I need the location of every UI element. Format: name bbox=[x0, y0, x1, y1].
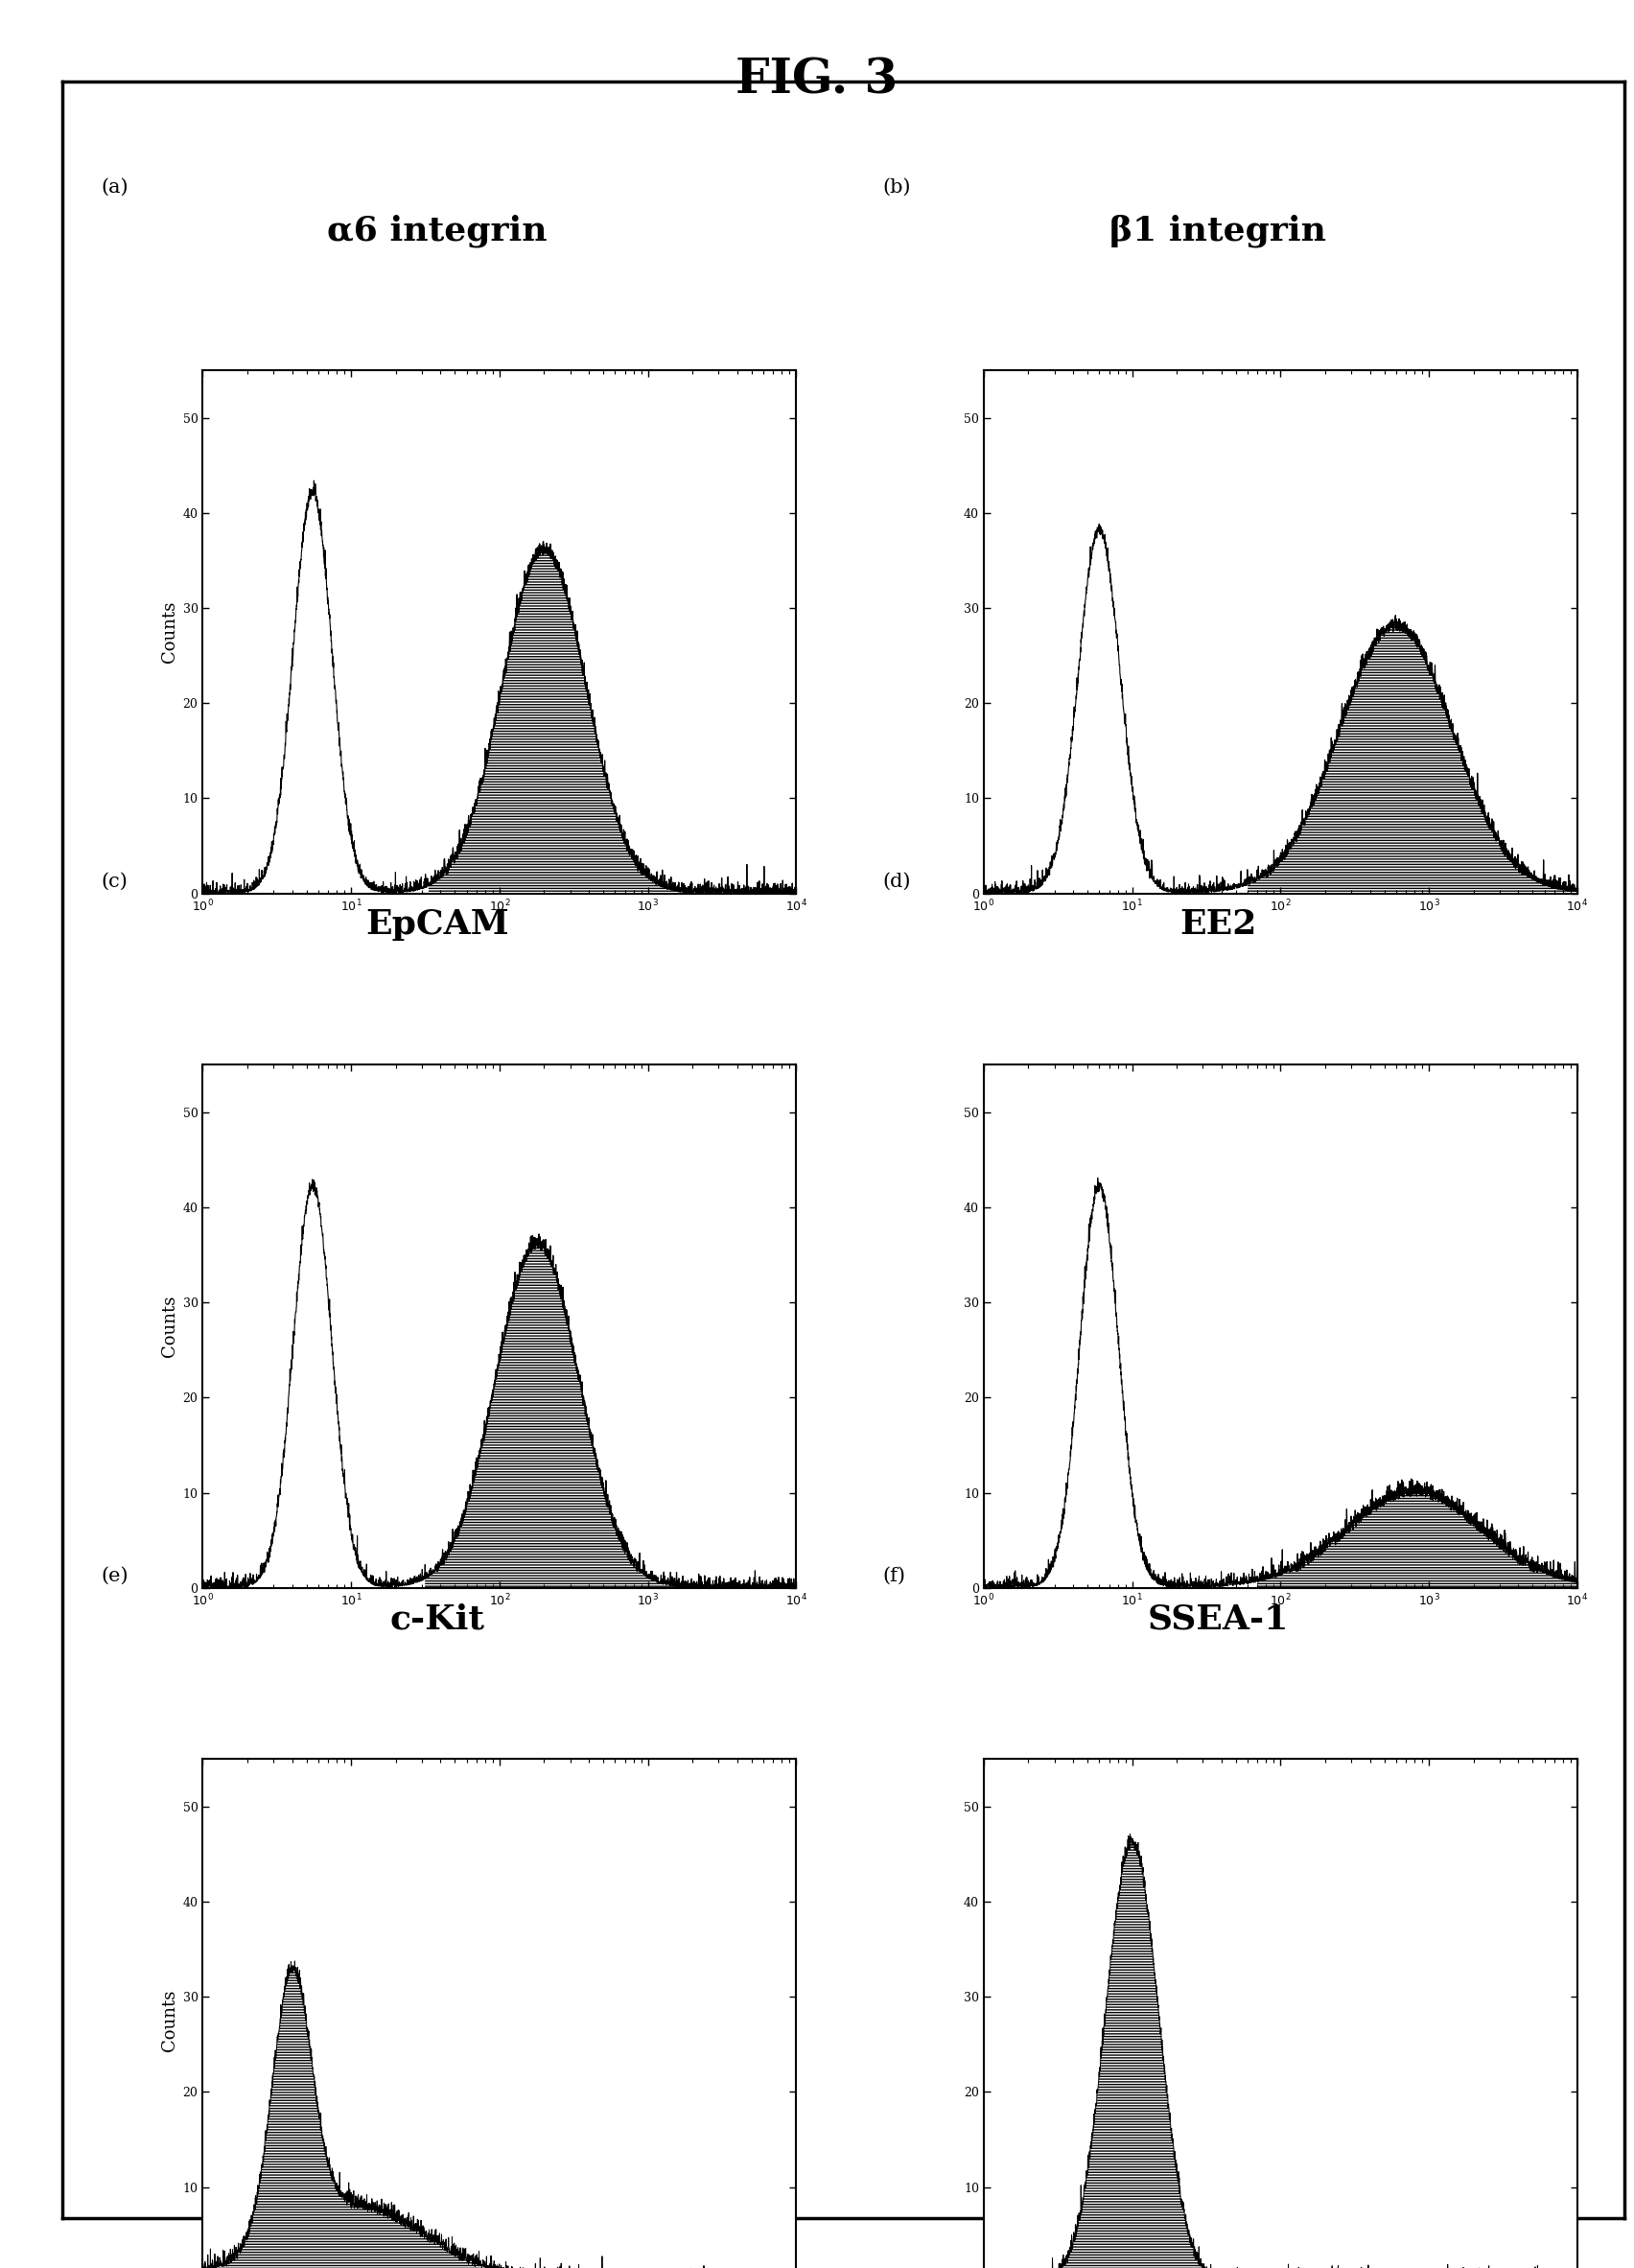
Text: SSEA-1: SSEA-1 bbox=[1147, 1603, 1289, 1635]
Text: α6 integrin: α6 integrin bbox=[327, 213, 547, 247]
Text: EE2: EE2 bbox=[1180, 909, 1257, 941]
Text: (e): (e) bbox=[101, 1567, 129, 1585]
Text: (a): (a) bbox=[101, 177, 129, 195]
Text: (b): (b) bbox=[882, 177, 910, 195]
Text: β1 integrin: β1 integrin bbox=[1109, 213, 1327, 247]
Text: (d): (d) bbox=[882, 873, 910, 891]
Text: c-Kit: c-Kit bbox=[389, 1603, 484, 1635]
Text: (c): (c) bbox=[101, 873, 127, 891]
Text: EpCAM: EpCAM bbox=[364, 909, 508, 941]
Y-axis label: Counts: Counts bbox=[162, 601, 178, 662]
Text: (f): (f) bbox=[882, 1567, 905, 1585]
Y-axis label: Counts: Counts bbox=[162, 1989, 178, 2050]
Text: FIG. 3: FIG. 3 bbox=[735, 57, 899, 104]
Y-axis label: Counts: Counts bbox=[162, 1295, 178, 1356]
